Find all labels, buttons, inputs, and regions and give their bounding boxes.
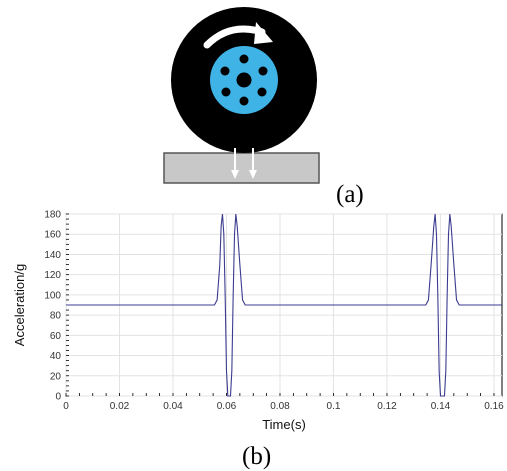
x-tick-label: 0.02 (110, 401, 130, 412)
hub-bolt-hole (221, 87, 231, 97)
panel-b-chart: 0 0.02 0.04 0.06 0.08 0.1 0.12 0.14 0.16 0 20 40 60… (12, 210, 504, 433)
hub-bolt-hole (220, 66, 230, 76)
y-tick-label: 140 (44, 250, 61, 261)
ground-block (163, 152, 320, 184)
x-tick-label: 0.1 (327, 401, 341, 412)
minor-ticks (65, 213, 495, 397)
rotation-arrowhead-icon (254, 22, 273, 44)
x-tick-label: 0.08 (270, 401, 290, 412)
y-tick-label: 180 (44, 210, 61, 221)
x-tick-label: 0.14 (431, 401, 451, 412)
panel-a: (a) (163, 7, 364, 208)
hub-bolt-hole (257, 87, 267, 97)
x-axis-label: Time(s) (262, 417, 306, 432)
caption-a: (a) (336, 181, 364, 208)
y-tick-label: 120 (44, 270, 61, 281)
x-tick-label: 0.04 (163, 401, 183, 412)
y-axis-label: Acceleration/g (12, 264, 27, 346)
y-tick-label: 80 (50, 311, 62, 322)
force-arrowhead-icon (231, 170, 239, 179)
y-tick-label: 160 (44, 230, 61, 241)
hub-bolt-hole (239, 54, 249, 64)
x-tick-label: 0.12 (377, 401, 397, 412)
x-tick-labels: 0 0.02 0.04 0.06 0.08 0.1 0.12 0.14 0.16 (63, 401, 504, 412)
hub-bolt-hole (258, 66, 268, 76)
x-tick-label: 0 (63, 401, 69, 412)
y-tick-label: 0 (55, 392, 61, 403)
force-arrowhead-icon (249, 170, 257, 179)
x-tick-label: 0.06 (217, 401, 237, 412)
x-tick-label: 0.16 (484, 401, 504, 412)
caption-b: (b) (242, 443, 271, 470)
y-tick-label: 20 (50, 371, 62, 382)
y-tick-label: 60 (50, 331, 62, 342)
y-tick-label: 100 (44, 290, 61, 301)
hub-bolt-hole (239, 96, 249, 106)
y-tick-label: 40 (50, 351, 62, 362)
hub-center-hole (236, 72, 252, 88)
y-tick-labels: 0 20 40 60 80 100 120 140 160 180 (44, 210, 61, 403)
series-line-acceleration (66, 213, 502, 397)
